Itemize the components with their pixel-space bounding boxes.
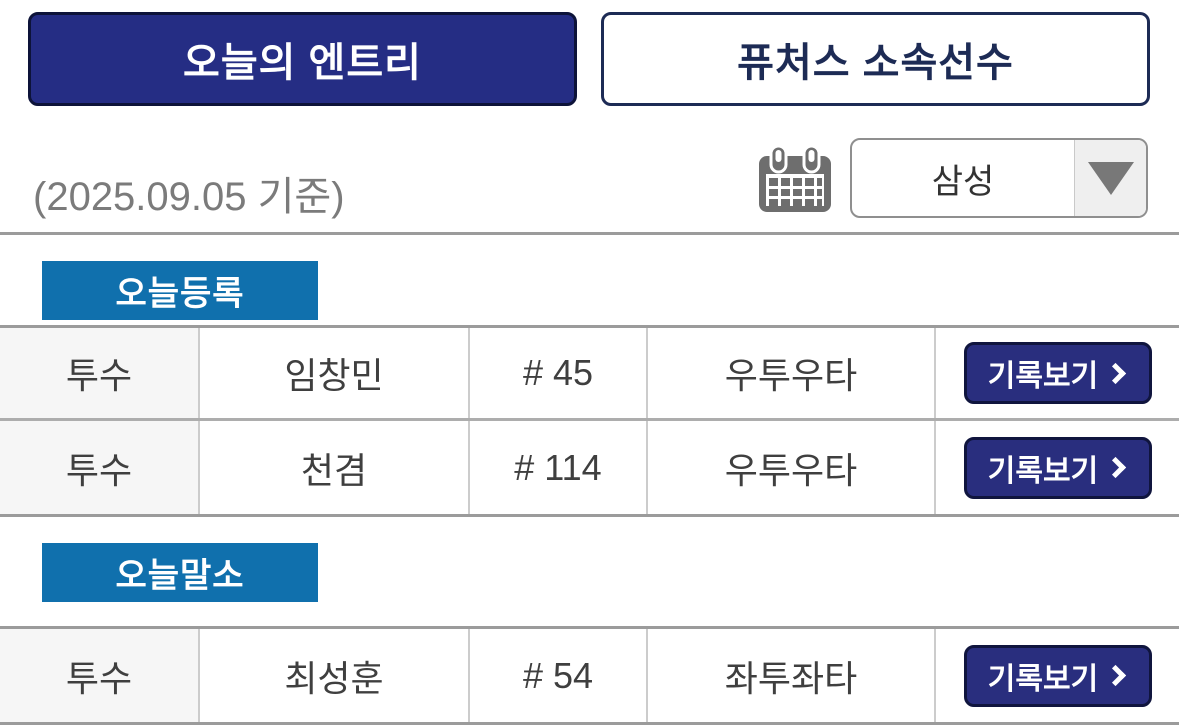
chevron-right-icon	[1105, 664, 1127, 687]
filter-row: (2025.09.05 기준) 삼성	[0, 106, 1179, 232]
record-view-label: 기록보기	[987, 662, 1099, 696]
chevron-down-icon	[1074, 140, 1146, 216]
cell-player-name: 최성훈	[200, 629, 470, 722]
chevron-right-icon	[1105, 362, 1127, 384]
cell-jersey-number: # 114	[470, 421, 648, 514]
removed-table: 투수 최성훈 # 54 좌투좌타 기록보기	[0, 626, 1179, 725]
table-row: 투수 임창민 # 45 우투우타 기록보기	[0, 328, 1179, 421]
cell-jersey-number: # 54	[470, 629, 648, 722]
cell-jersey-number: # 45	[470, 328, 648, 418]
tab-todays-entry[interactable]: 오늘의 엔트리	[28, 12, 577, 106]
record-view-label: 기록보기	[987, 454, 1099, 488]
cell-throw-bat-hand: 우투우타	[648, 328, 936, 418]
cell-position: 투수	[0, 629, 200, 722]
section-divider	[0, 232, 1179, 235]
tab-futures-players[interactable]: 퓨처스 소속선수	[601, 12, 1150, 106]
tabs-row: 오늘의 엔트리 퓨처스 소속선수	[0, 0, 1179, 106]
cell-action: 기록보기	[936, 629, 1179, 722]
section-registered-today: 오늘등록 투수 임창민 # 45 우투우타 기록보기 투수 천겸 # 114 우…	[0, 261, 1179, 517]
calendar-icon[interactable]	[756, 144, 834, 216]
badge-removed-today: 오늘말소	[42, 543, 318, 602]
table-row: 투수 최성훈 # 54 좌투좌타 기록보기	[0, 629, 1179, 722]
record-view-button[interactable]: 기록보기	[963, 644, 1152, 707]
badge-registered-today: 오늘등록	[42, 261, 318, 320]
section-removed-today: 오늘말소 투수 최성훈 # 54 좌투좌타 기록보기	[0, 543, 1179, 725]
registered-table: 투수 임창민 # 45 우투우타 기록보기 투수 천겸 # 114 우투우타 기…	[0, 325, 1179, 517]
cell-throw-bat-hand: 좌투좌타	[648, 629, 936, 722]
cell-throw-bat-hand: 우투우타	[648, 421, 936, 514]
record-view-button[interactable]: 기록보기	[963, 342, 1152, 404]
cell-action: 기록보기	[936, 421, 1179, 514]
record-view-label: 기록보기	[987, 360, 1099, 393]
cell-position: 투수	[0, 328, 200, 418]
record-view-button[interactable]: 기록보기	[963, 436, 1152, 499]
table-row: 투수 천겸 # 114 우투우타 기록보기	[0, 421, 1179, 514]
chevron-right-icon	[1105, 456, 1127, 479]
date-caption: (2025.09.05 기준)	[33, 175, 345, 219]
cell-action: 기록보기	[936, 328, 1179, 418]
cell-position: 투수	[0, 421, 200, 514]
cell-player-name: 임창민	[200, 328, 470, 418]
team-select[interactable]: 삼성	[850, 138, 1148, 218]
team-select-value: 삼성	[931, 162, 995, 201]
cell-player-name: 천겸	[200, 421, 470, 514]
